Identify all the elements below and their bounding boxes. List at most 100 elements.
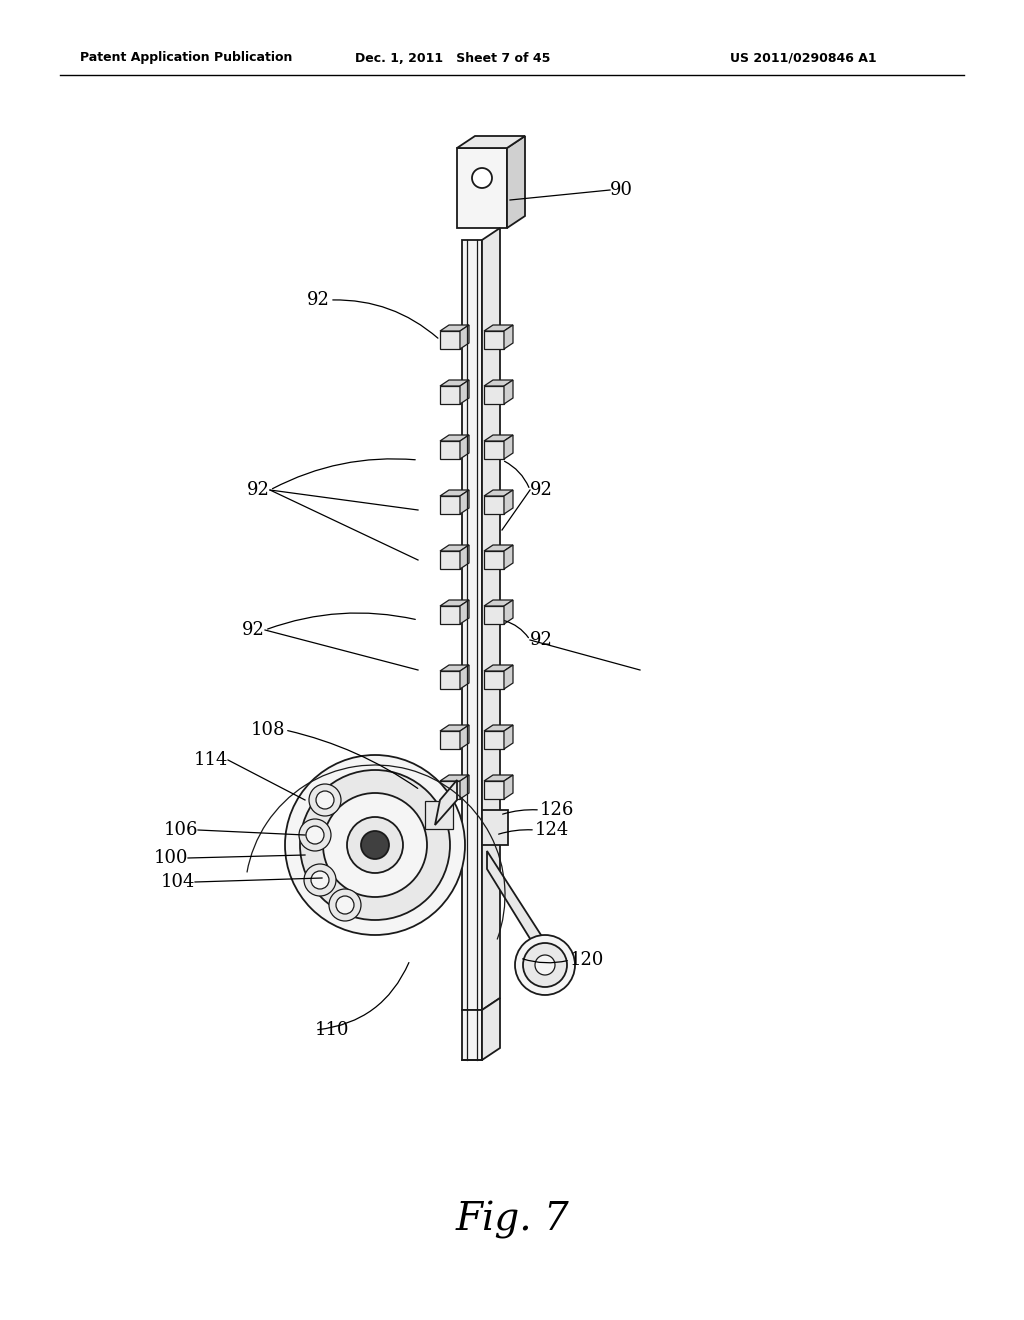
Polygon shape (484, 325, 513, 331)
Text: 92: 92 (530, 631, 553, 649)
Text: 106: 106 (164, 821, 198, 840)
Circle shape (535, 954, 555, 975)
Polygon shape (504, 665, 513, 689)
Polygon shape (460, 490, 469, 513)
Text: 92: 92 (247, 480, 270, 499)
Polygon shape (440, 725, 469, 731)
Polygon shape (484, 731, 504, 748)
Circle shape (472, 168, 492, 187)
Polygon shape (484, 436, 513, 441)
Polygon shape (484, 665, 513, 671)
Circle shape (329, 888, 361, 921)
Polygon shape (504, 325, 513, 348)
Polygon shape (462, 240, 482, 1010)
Circle shape (316, 791, 334, 809)
Text: 92: 92 (307, 290, 330, 309)
Text: 90: 90 (610, 181, 633, 199)
Circle shape (323, 793, 427, 898)
Polygon shape (440, 606, 460, 624)
Polygon shape (504, 436, 513, 459)
Text: 124: 124 (535, 821, 569, 840)
Polygon shape (440, 550, 460, 569)
Polygon shape (484, 601, 513, 606)
Polygon shape (484, 781, 504, 799)
Polygon shape (457, 148, 507, 228)
Polygon shape (482, 810, 508, 845)
Circle shape (347, 817, 403, 873)
Circle shape (523, 942, 567, 987)
Polygon shape (440, 775, 469, 781)
Polygon shape (484, 385, 504, 404)
Polygon shape (440, 380, 469, 385)
Polygon shape (440, 490, 469, 496)
Polygon shape (504, 725, 513, 748)
Polygon shape (504, 601, 513, 624)
Polygon shape (425, 801, 453, 829)
Polygon shape (460, 601, 469, 624)
Polygon shape (484, 550, 504, 569)
Polygon shape (484, 545, 513, 550)
Polygon shape (484, 775, 513, 781)
Polygon shape (440, 781, 460, 799)
Circle shape (300, 770, 450, 920)
Polygon shape (440, 665, 469, 671)
Circle shape (299, 818, 331, 851)
Polygon shape (440, 385, 460, 404)
Polygon shape (440, 325, 469, 331)
Circle shape (336, 896, 354, 913)
Polygon shape (435, 780, 457, 825)
Polygon shape (484, 606, 504, 624)
Polygon shape (504, 775, 513, 799)
Polygon shape (457, 136, 525, 148)
Polygon shape (460, 545, 469, 569)
Circle shape (309, 784, 341, 816)
Polygon shape (460, 380, 469, 404)
Polygon shape (484, 441, 504, 459)
Polygon shape (484, 671, 504, 689)
Polygon shape (440, 671, 460, 689)
Polygon shape (440, 731, 460, 748)
Polygon shape (484, 725, 513, 731)
Polygon shape (504, 545, 513, 569)
Polygon shape (484, 496, 504, 513)
Polygon shape (440, 496, 460, 513)
Polygon shape (504, 490, 513, 513)
Text: 114: 114 (194, 751, 228, 770)
Polygon shape (484, 490, 513, 496)
Text: US 2011/0290846 A1: US 2011/0290846 A1 (730, 51, 877, 65)
Polygon shape (440, 436, 469, 441)
Polygon shape (460, 775, 469, 799)
Circle shape (311, 871, 329, 888)
Text: 126: 126 (540, 801, 574, 818)
Polygon shape (440, 545, 469, 550)
Polygon shape (484, 331, 504, 348)
Polygon shape (484, 380, 513, 385)
Text: Fig. 7: Fig. 7 (455, 1201, 569, 1239)
Circle shape (285, 755, 465, 935)
Text: 108: 108 (251, 721, 285, 739)
Text: 92: 92 (242, 620, 265, 639)
Polygon shape (507, 136, 525, 228)
Circle shape (306, 826, 324, 843)
Text: 120: 120 (570, 950, 604, 969)
Polygon shape (440, 441, 460, 459)
Text: 100: 100 (154, 849, 188, 867)
Polygon shape (440, 331, 460, 348)
Polygon shape (462, 1010, 482, 1060)
Text: Patent Application Publication: Patent Application Publication (80, 51, 293, 65)
Text: Dec. 1, 2011   Sheet 7 of 45: Dec. 1, 2011 Sheet 7 of 45 (355, 51, 550, 65)
Polygon shape (460, 665, 469, 689)
Circle shape (515, 935, 575, 995)
Polygon shape (460, 436, 469, 459)
Polygon shape (440, 601, 469, 606)
Polygon shape (482, 998, 500, 1060)
Polygon shape (460, 725, 469, 748)
Circle shape (304, 865, 336, 896)
Text: 110: 110 (315, 1020, 349, 1039)
Polygon shape (504, 380, 513, 404)
Text: 104: 104 (161, 873, 195, 891)
Polygon shape (487, 851, 550, 972)
Text: 92: 92 (530, 480, 553, 499)
Polygon shape (460, 325, 469, 348)
Polygon shape (482, 228, 500, 1010)
